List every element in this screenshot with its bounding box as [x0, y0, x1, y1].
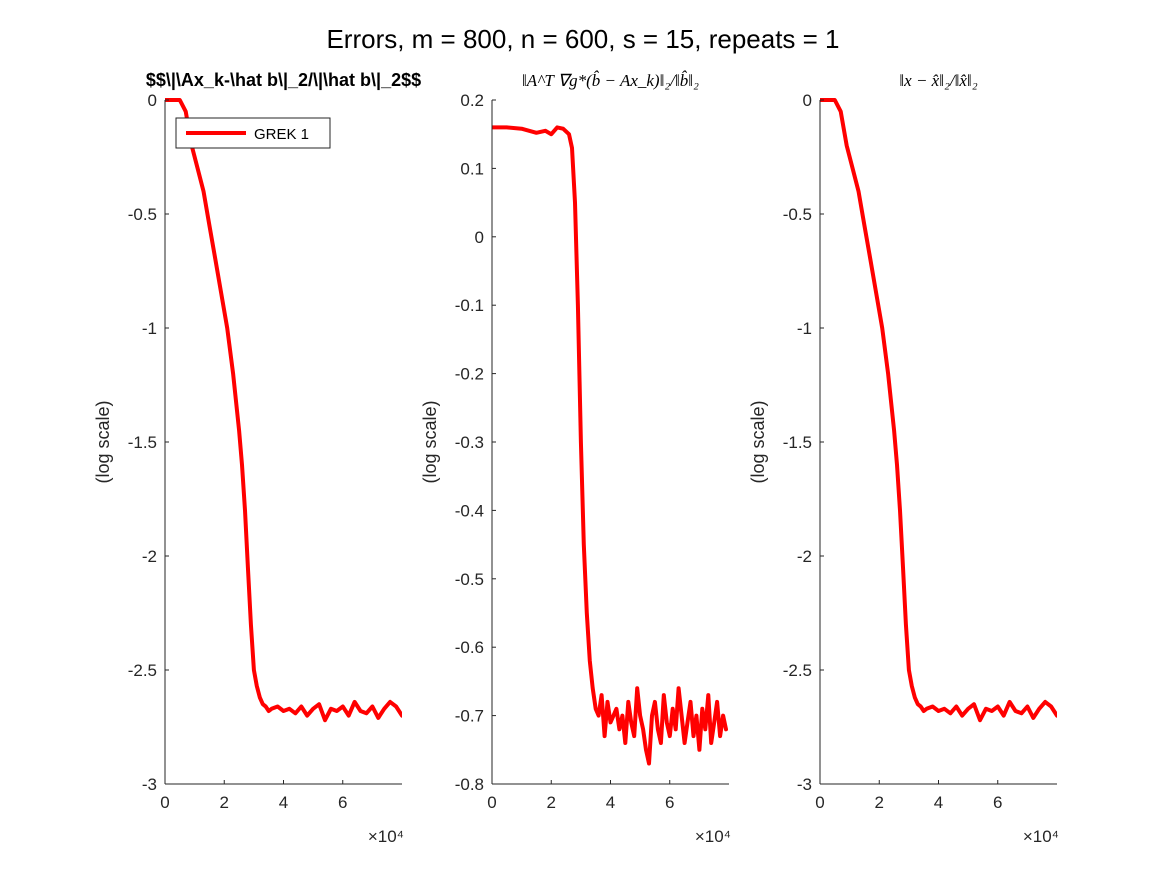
x-tick-label-2: 6 — [665, 793, 674, 812]
x-tick-label-1: 6 — [338, 793, 347, 812]
y-tick-label-2: -0.6 — [455, 638, 484, 657]
y-tick-label-1: -1 — [142, 319, 157, 338]
x-tick-label-1: 0 — [160, 793, 169, 812]
x-tick-label-3: 0 — [815, 793, 824, 812]
y-tick-label-2: -0.8 — [455, 775, 484, 794]
y-tick-label-2: -0.4 — [455, 501, 484, 520]
x-tick-label-3: 6 — [993, 793, 1002, 812]
y-tick-label-1: -2 — [142, 547, 157, 566]
x-tick-label-1: 2 — [220, 793, 229, 812]
y-tick-label-3: -2.5 — [783, 661, 812, 680]
subplot-1: 0-0.5-1-1.5-2-2.5-30 2 4 6×10⁴(log scale)$$… — [93, 70, 421, 846]
subplots: 0-0.5-1-1.5-2-2.5-30 2 4 6×10⁴(log scale)$$… — [93, 70, 1059, 846]
legend-entry-label: GREK 1 — [254, 126, 309, 143]
y-tick-label-3: -1 — [797, 319, 812, 338]
y-axis-label-1: (log scale) — [93, 400, 113, 483]
x-tick-label-3: 4 — [934, 793, 943, 812]
subplot-title-2: ‖A^T ∇g*(b̂ − Ax_k)‖₂/‖b̂‖₂ — [522, 71, 699, 90]
x-exponent-label-3: ×10⁴ — [1023, 827, 1059, 846]
y-tick-label-2: -0.2 — [455, 365, 484, 384]
series-line-3-1 — [820, 98, 1057, 723]
figure-title: Errors, m = 800, n = 600, s = 15, repeat… — [326, 24, 839, 54]
x-tick-label-2: 0 — [487, 793, 496, 812]
y-tick-label-1: -2.5 — [128, 661, 157, 680]
y-tick-label-3: -3 — [797, 775, 812, 794]
subplot-title-3: ‖x − x̂‖₂/‖x̂‖₂ — [899, 71, 977, 90]
y-tick-label-1: -1.5 — [128, 433, 157, 452]
x-tick-label-2: 4 — [606, 793, 615, 812]
y-tick-label-2: 0.2 — [460, 91, 484, 110]
y-axis-label-3: (log scale) — [748, 400, 768, 483]
y-tick-label-3: -0.5 — [783, 205, 812, 224]
x-exponent-label-2: ×10⁴ — [695, 827, 731, 846]
legend: GREK 1 — [175, 117, 331, 149]
x-tick-label-2: 2 — [547, 793, 556, 812]
y-tick-label-1: -3 — [142, 775, 157, 794]
x-tick-label-1: 4 — [279, 793, 288, 812]
subplot-3: 0-0.5-1-1.5-2-2.5-30 2 4 6×10⁴(log scale)‖x… — [748, 71, 1059, 846]
y-tick-label-3: 0 — [803, 91, 812, 110]
y-tick-label-2: -0.1 — [455, 296, 484, 315]
x-exponent-label-1: ×10⁴ — [368, 827, 404, 846]
y-tick-label-3: -2 — [797, 547, 812, 566]
series-line-2-1 — [492, 125, 728, 766]
y-tick-label-1: 0 — [148, 91, 157, 110]
x-tick-label-3: 2 — [875, 793, 884, 812]
y-tick-label-2: -0.5 — [455, 570, 484, 589]
y-tick-label-2: -0.7 — [455, 707, 484, 726]
y-tick-label-1: -0.5 — [128, 205, 157, 224]
y-tick-label-2: -0.3 — [455, 433, 484, 452]
y-tick-label-3: -1.5 — [783, 433, 812, 452]
y-tick-label-2: 0 — [475, 228, 484, 247]
subplot-2: 0.20.10-0.1-0.2-0.3-0.4-0.5-0.6-0.7-0.80… — [420, 71, 731, 846]
y-tick-label-2: 0.1 — [460, 159, 484, 178]
y-axis-label-2: (log scale) — [420, 400, 440, 483]
series-line-1-1 — [165, 98, 402, 723]
subplot-title-1: $$\|\Ax_k-\hat b\|_2/\|\hat b\|_2$$ — [146, 70, 421, 90]
